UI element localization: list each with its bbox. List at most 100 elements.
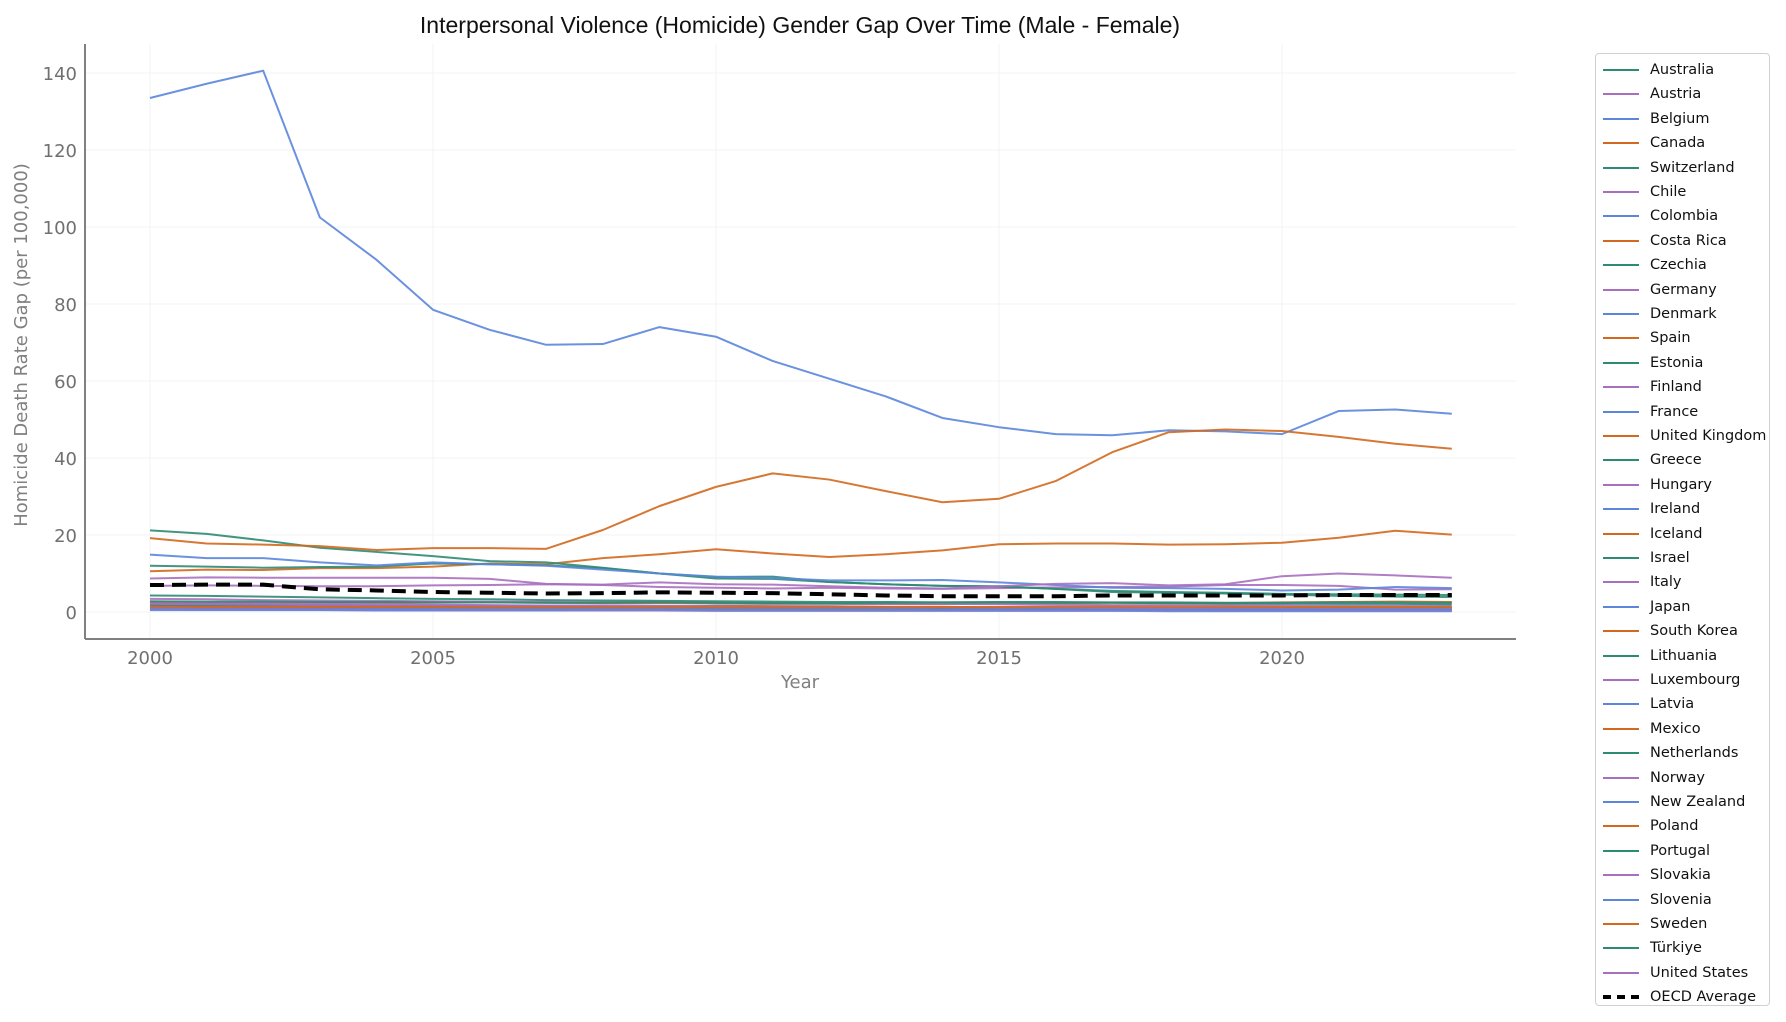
legend-label: New Zealand	[1650, 794, 1746, 810]
line-swatch-icon	[1603, 483, 1639, 486]
line-swatch-icon	[1603, 971, 1639, 974]
line-swatch-icon	[1603, 313, 1639, 315]
legend-item-new-zealand: New Zealand	[1596, 790, 1766, 814]
line-swatch-icon	[1603, 654, 1639, 657]
legend-label: Austria	[1650, 86, 1702, 103]
legend-label: Canada	[1650, 135, 1706, 152]
y-tick-label: 100	[43, 218, 77, 239]
series-line-sweden	[149, 605, 1452, 609]
line-swatch-icon	[1603, 386, 1639, 389]
line-swatch-icon	[1603, 142, 1639, 145]
chart-title: Interpersonal Violence (Homicide) Gender…	[420, 12, 1180, 38]
gridlines	[86, 44, 1516, 639]
line-swatch-icon	[1603, 947, 1639, 950]
legend-label: Denmark	[1650, 306, 1717, 322]
legend-item-lithuania: Lithuania	[1596, 644, 1766, 668]
legend-label: Switzerland	[1650, 159, 1735, 176]
legend-label: Italy	[1650, 574, 1682, 591]
legend-label: Lithuania	[1650, 647, 1718, 664]
series-line-costa-rica	[149, 529, 1452, 573]
legend-item-slovakia: Slovakia	[1596, 863, 1766, 887]
legend-label: Poland	[1650, 818, 1699, 835]
line-swatch-icon	[1603, 215, 1639, 218]
legend-item-costa-rica: Costa Rica	[1596, 229, 1766, 253]
legend-item-spain: Spain	[1596, 326, 1766, 350]
legend-item-netherlands: Netherlands	[1596, 741, 1766, 765]
legend-label: Australia	[1650, 62, 1715, 78]
x-tick-label: 2020	[1259, 648, 1305, 669]
legend-item-france: France	[1596, 400, 1766, 424]
x-tick-labels: 2000 2005 2010 2015 2020	[127, 648, 1305, 669]
legend-label: Portugal	[1650, 842, 1711, 859]
line-swatch-icon	[1603, 166, 1639, 169]
x-tick-label: 2000	[127, 648, 173, 669]
legend-label: Latvia	[1650, 696, 1695, 713]
legend-item-israel: Israel	[1596, 546, 1766, 570]
legend-item-greece: Greece	[1596, 448, 1766, 472]
legend-label: Netherlands	[1650, 745, 1739, 762]
legend-item-australia: Australia	[1596, 58, 1766, 82]
legend-item-belgium: Belgium	[1596, 107, 1766, 131]
legend-label: Estonia	[1650, 354, 1704, 371]
series-line-t-rkiye	[149, 594, 1452, 606]
legend-label: France	[1650, 403, 1699, 420]
legend-label: South Korea	[1650, 623, 1738, 640]
line-swatch-icon	[1603, 69, 1639, 71]
line-swatch-icon	[1603, 605, 1639, 608]
x-tick-label: 2015	[976, 648, 1022, 669]
line-swatch-icon	[1603, 508, 1639, 511]
line-swatch-icon	[1603, 581, 1639, 584]
series-line-slovenia	[149, 606, 1452, 611]
y-tick-label: 40	[54, 449, 77, 470]
line-swatch-icon	[1603, 557, 1639, 559]
legend-label: Costa Rica	[1650, 232, 1727, 249]
line-swatch-icon	[1603, 337, 1639, 340]
line-swatch-icon	[1603, 459, 1639, 462]
series-line-united-states	[149, 572, 1452, 590]
legend-item-poland: Poland	[1596, 814, 1766, 838]
legend-label: Germany	[1650, 281, 1717, 298]
legend-item-japan: Japan	[1596, 595, 1766, 619]
legend-label: Ireland	[1650, 501, 1701, 518]
line-swatch-icon	[1603, 532, 1639, 535]
legend-label: United States	[1650, 964, 1749, 981]
legend-label: Slovakia	[1650, 867, 1711, 884]
legend-item-oecd-average: OECD Average	[1596, 985, 1766, 1009]
legend-item-united-kingdom: United Kingdom	[1596, 424, 1766, 448]
line-swatch-icon	[1603, 923, 1639, 925]
legend-label: Hungary	[1650, 476, 1712, 493]
legend-item-portugal: Portugal	[1596, 839, 1766, 863]
line-swatch-icon	[1603, 410, 1639, 413]
x-axis-label: Year	[780, 672, 820, 693]
legend-item-hungary: Hungary	[1596, 473, 1766, 497]
line-swatch-icon	[1603, 825, 1639, 828]
line-swatch-icon	[1603, 264, 1639, 267]
legend-label: OECD Average	[1650, 989, 1757, 1006]
line-swatch-icon	[1603, 727, 1639, 730]
legend-item-mexico: Mexico	[1596, 717, 1766, 741]
y-tick-label: 20	[54, 526, 77, 547]
legend-label: Greece	[1650, 452, 1702, 469]
y-tick-labels: 0 20 40 60 80 100 120 140	[43, 64, 77, 624]
y-axis-label: Homicide Death Rate Gap (per 100,000)	[11, 163, 32, 527]
legend-label: Iceland	[1650, 525, 1703, 542]
series-line-lithuania	[149, 562, 1452, 597]
legend-label: Norway	[1650, 769, 1706, 786]
legend-item-italy: Italy	[1596, 570, 1766, 594]
series-line-chile	[149, 583, 1452, 591]
x-tick-label: 2010	[693, 648, 739, 669]
series-lines	[149, 69, 1452, 613]
legend-label: Slovenia	[1650, 891, 1712, 908]
legend-item-luxembourg: Luxembourg	[1596, 668, 1766, 692]
series-line-latvia	[149, 553, 1452, 592]
line-swatch-icon	[1603, 703, 1639, 706]
legend-item-switzerland: Switzerland	[1596, 156, 1766, 180]
line-swatch-icon	[1603, 361, 1639, 364]
legend: Australia Austria Belgium Canada Switzerland…	[1595, 53, 1770, 1006]
legend-item-colombia: Colombia	[1596, 204, 1766, 228]
legend-label: Czechia	[1650, 257, 1707, 274]
line-swatch-icon	[1603, 849, 1639, 852]
legend-item-canada: Canada	[1596, 131, 1766, 155]
legend-label: Sweden	[1650, 916, 1708, 932]
